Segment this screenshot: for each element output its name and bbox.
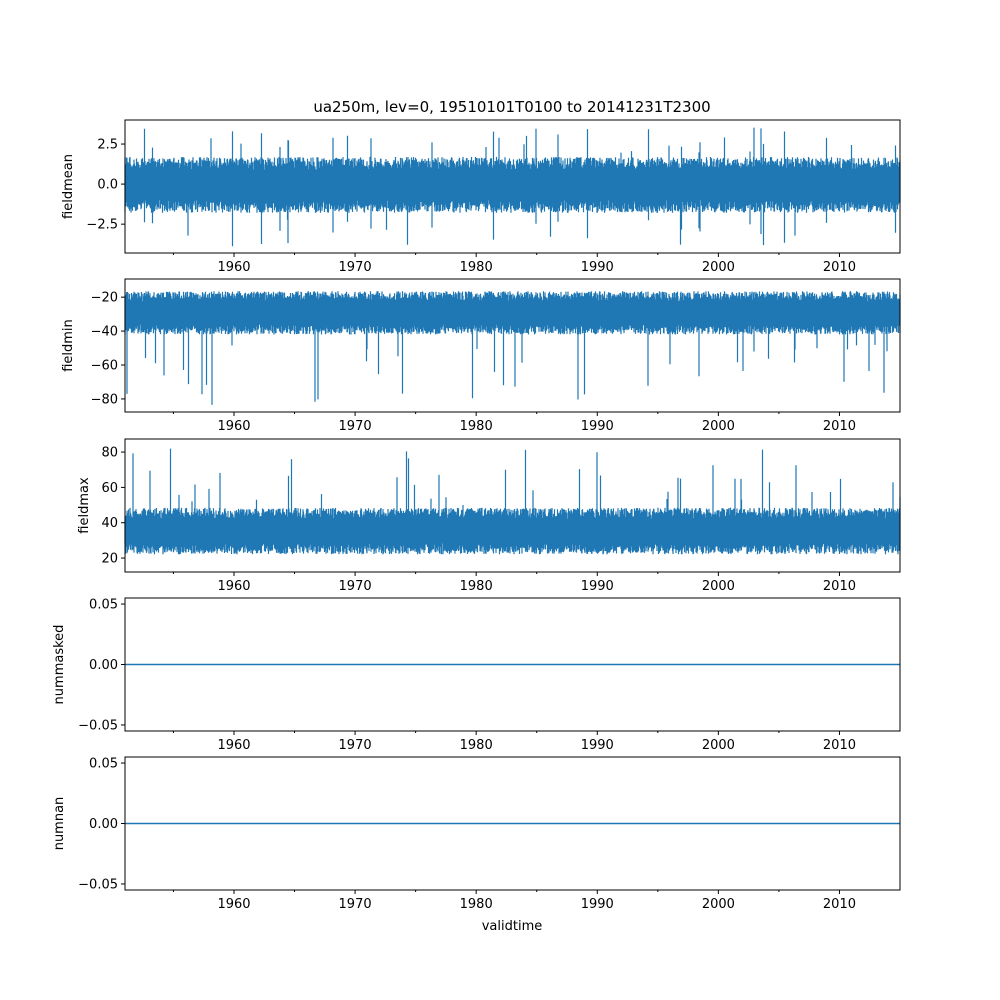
y-tick-label: 0.05 bbox=[89, 598, 118, 613]
y-tick-label: −80 bbox=[91, 392, 118, 407]
y-tick-label: 40 bbox=[101, 516, 118, 531]
x-tick-label: 1980 bbox=[460, 260, 493, 275]
x-tick-label: 2010 bbox=[823, 579, 856, 594]
x-tick-label: 2010 bbox=[823, 419, 856, 434]
y-tick-label: −40 bbox=[91, 325, 118, 340]
x-tick-label: 2000 bbox=[702, 419, 735, 434]
x-tick-label: 1990 bbox=[581, 419, 614, 434]
x-tick-label: 1960 bbox=[217, 260, 250, 275]
x-tick-label: 1980 bbox=[460, 897, 493, 912]
y-tick-label: −60 bbox=[91, 359, 118, 374]
y-tick-label: 0.00 bbox=[89, 817, 118, 832]
axes-frame bbox=[124, 278, 901, 413]
y-axis-label: fieldmean bbox=[61, 154, 76, 219]
x-axis-label: validtime bbox=[482, 919, 543, 934]
chart-title: ua250m, lev=0, 19510101T0100 to 20141231… bbox=[313, 98, 710, 116]
x-tick-label: 1990 bbox=[581, 738, 614, 753]
y-tick-label: 2.5 bbox=[97, 138, 118, 153]
x-tick-label: 2010 bbox=[823, 260, 856, 275]
y-tick-label: 0.00 bbox=[89, 658, 118, 673]
series-line-fieldmin bbox=[124, 291, 901, 405]
y-axis-label: fieldmin bbox=[61, 319, 76, 372]
panel-fieldmax: 80 60 40 20 fieldmax 1960 1970 1980 1990 2000 2010 bbox=[77, 438, 901, 594]
x-tick-label: 1990 bbox=[581, 897, 614, 912]
x-tick-label: 2000 bbox=[702, 260, 735, 275]
panel-numnan: 0.05 0.00 −0.05 numnan 1960 1970 1980 1990 2000 2… bbox=[52, 756, 901, 912]
x-tick-label: 1990 bbox=[581, 579, 614, 594]
x-tick-label: 1970 bbox=[339, 579, 372, 594]
x-tick-label: 1980 bbox=[460, 419, 493, 434]
x-tick-label: 1980 bbox=[460, 579, 493, 594]
x-tick-label: 1960 bbox=[217, 738, 250, 753]
y-axis-label: nummasked bbox=[52, 625, 67, 705]
y-tick-label: 20 bbox=[101, 552, 118, 567]
x-tick-label: 1960 bbox=[217, 897, 250, 912]
y-axis-label: numnan bbox=[52, 797, 67, 851]
x-tick-label: 1970 bbox=[339, 260, 372, 275]
series-line-fieldmean bbox=[124, 127, 901, 247]
y-tick-label: 60 bbox=[101, 481, 118, 496]
y-tick-label: −0.05 bbox=[78, 718, 118, 733]
x-tick-label: 2000 bbox=[702, 579, 735, 594]
x-tick-label: 2010 bbox=[823, 897, 856, 912]
panel-fieldmin: −20 −40 −60 −80 fieldmin 1960 1970 1980 1990 2000… bbox=[61, 278, 901, 434]
y-tick-label: −20 bbox=[91, 291, 118, 306]
y-tick-label: 0.0 bbox=[97, 178, 118, 193]
x-tick-label: 2000 bbox=[702, 738, 735, 753]
x-tick-label: 2010 bbox=[823, 738, 856, 753]
x-tick-label: 1970 bbox=[339, 897, 372, 912]
x-tick-label: 1960 bbox=[217, 419, 250, 434]
y-tick-label: −2.5 bbox=[86, 218, 118, 233]
x-tick-label: 1960 bbox=[217, 579, 250, 594]
panel-nummasked: 0.05 0.00 −0.05 nummasked 1960 1970 1980 1990 20… bbox=[52, 597, 901, 753]
panel-fieldmean: 2.5 0.0 −2.5 fieldmean 1960 1970 1980 1990 2000 2… bbox=[61, 119, 901, 275]
x-tick-label: 1970 bbox=[339, 738, 372, 753]
x-tick-label: 2000 bbox=[702, 897, 735, 912]
x-tick-label: 1980 bbox=[460, 738, 493, 753]
y-tick-label: 80 bbox=[101, 446, 118, 461]
y-axis-label: fieldmax bbox=[77, 477, 92, 534]
series-line-fieldmax bbox=[124, 448, 901, 555]
axes-frame bbox=[124, 438, 901, 573]
x-tick-label: 1990 bbox=[581, 260, 614, 275]
axes-frame bbox=[124, 119, 901, 254]
y-tick-label: 0.05 bbox=[89, 757, 118, 772]
x-tick-label: 1970 bbox=[339, 419, 372, 434]
y-tick-label: −0.05 bbox=[78, 877, 118, 892]
